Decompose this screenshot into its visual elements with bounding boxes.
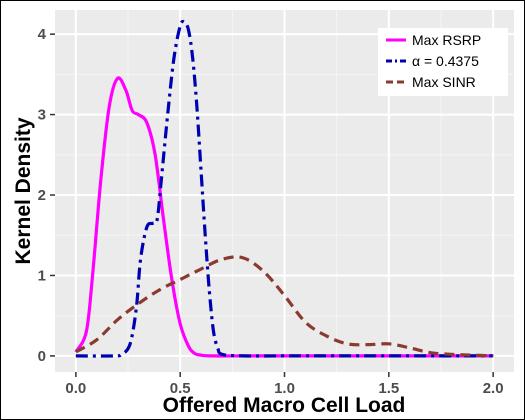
x-tick-label: 1.0 (274, 380, 295, 397)
y-tick-label: 2 (38, 187, 46, 204)
series-max-sinr-line (75, 255, 494, 358)
legend-label-max-rsrp: Max RSRP (412, 32, 481, 48)
y-tick-label: 4 (38, 26, 47, 43)
x-tick-label: 0.5 (170, 380, 191, 397)
legend-label-alpha: α = 0.4375 (412, 53, 479, 69)
y-axis-title: Kernel Density (12, 117, 35, 264)
x-tick-label: 2.0 (483, 380, 504, 397)
y-tick-label: 0 (38, 348, 46, 365)
legend: Max RSRP α = 0.4375 Max SINR (378, 28, 508, 96)
y-tick-label: 3 (38, 107, 46, 124)
x-axis-title: Offered Macro Cell Load (163, 394, 406, 417)
series-alpha-line (75, 19, 494, 358)
x-tick-label: 0.0 (65, 380, 86, 397)
x-tick-label: 1.5 (378, 380, 399, 397)
y-tick-label: 1 (38, 267, 46, 284)
series-layer (74, 19, 494, 358)
legend-label-max-sinr: Max SINR (412, 74, 476, 90)
grid (55, 10, 514, 372)
axes: 0.0 0.5 1.0 1.5 2.0 0 1 2 3 4 (38, 26, 504, 397)
